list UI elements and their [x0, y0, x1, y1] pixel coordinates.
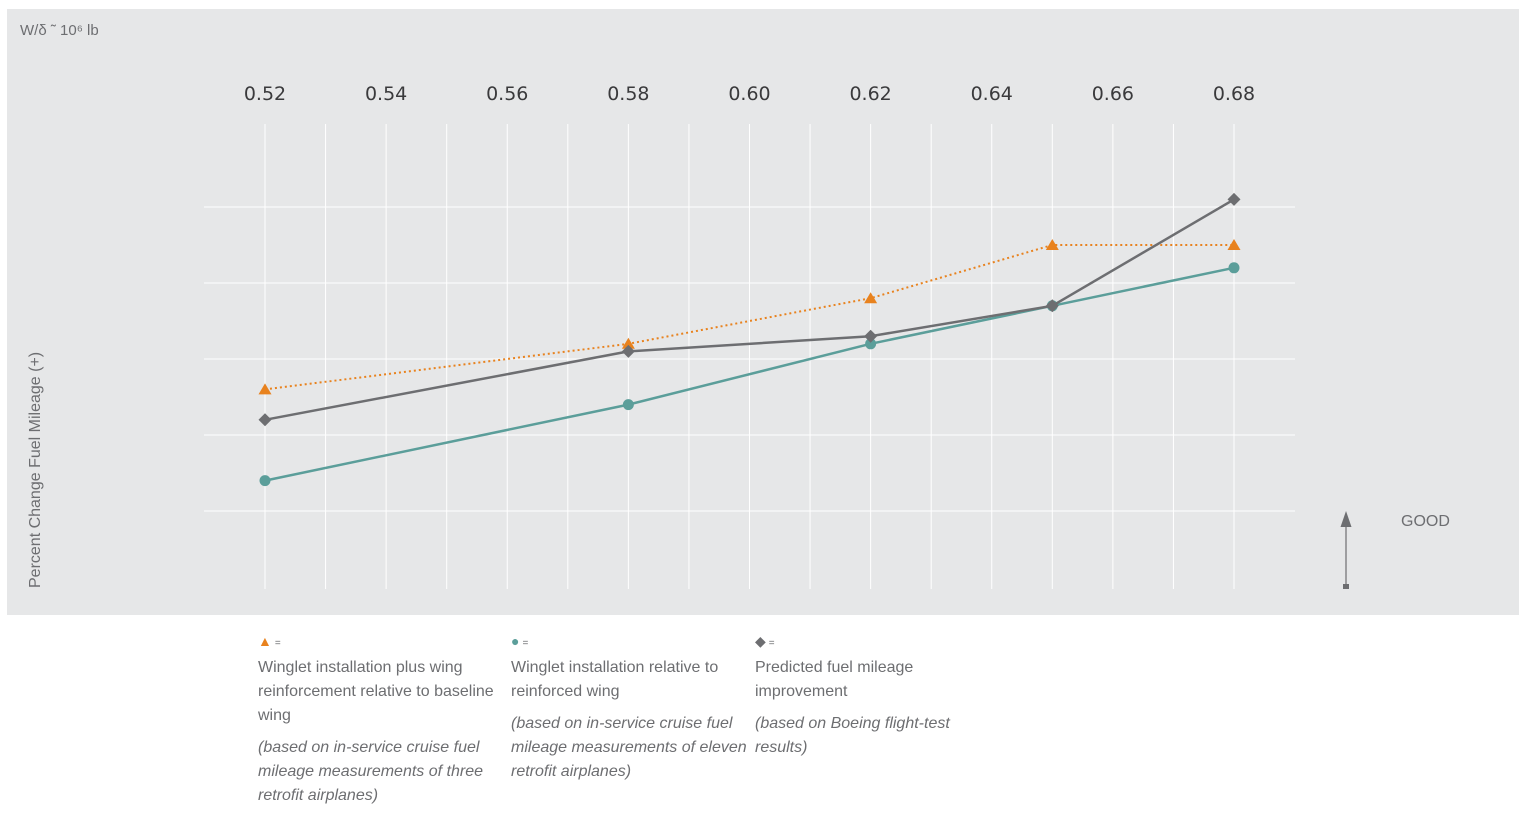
- data-point-triangle: [864, 292, 878, 304]
- good-arrow-base: [1343, 584, 1349, 589]
- chart-panel: 0.52 0.54 0.56 0.58 0.60 0.62 0.64 0.66 0.68 W/δ…: [7, 9, 1519, 615]
- x-tick-label: 0.52: [244, 83, 286, 105]
- data-point-triangle: [621, 337, 635, 349]
- data-point-diamond: [1045, 299, 1059, 313]
- circle-icon: ●: [511, 633, 520, 649]
- legend-note-1: (based on in-service cruise fuel mileage…: [258, 739, 483, 804]
- series-triangle: [258, 239, 1241, 395]
- good-arrow-head: [1340, 511, 1352, 527]
- x-tick-labels: 0.52 0.54 0.56 0.58 0.60 0.62 0.64 0.66 0.68: [244, 83, 1255, 105]
- data-point-triangle: [1227, 239, 1241, 250]
- x-axis-label: W/δ ˜ 10⁶ lb: [20, 22, 99, 39]
- good-label: GOOD: [1401, 513, 1450, 530]
- data-point-circle: [622, 399, 634, 411]
- x-tick-label: 0.64: [971, 83, 1013, 105]
- legend-note-3: (based on Boeing flight-test results): [755, 715, 950, 756]
- data-point-diamond: [258, 413, 272, 427]
- data-point-diamond: [864, 329, 878, 343]
- legend-item-2: ● = Winglet installation relative to rein…: [511, 632, 751, 784]
- legend-description-3: Predicted fuel mileage improvement: [755, 659, 914, 700]
- x-tick-label: 0.56: [486, 83, 528, 105]
- legend-equals-2: =: [522, 638, 529, 649]
- legend-note-2: (based on in-service cruise fuel mileage…: [511, 715, 747, 780]
- data-point-triangle: [258, 383, 272, 395]
- good-indicator: GOOD: [1340, 511, 1450, 589]
- x-tick-label: 0.58: [607, 83, 649, 105]
- data-point-circle: [865, 338, 877, 350]
- data-point-diamond: [621, 344, 635, 358]
- legend-item-3: ◆ = Predicted fuel mileage improvement (b…: [755, 632, 955, 760]
- chart-canvas: 0.52 0.54 0.56 0.58 0.60 0.62 0.64 0.66 0.68 W/δ…: [20, 22, 1450, 589]
- x-tick-label: 0.62: [849, 83, 891, 105]
- data-point-diamond: [1227, 192, 1241, 206]
- legend-symbol-3: ◆ =: [755, 632, 955, 653]
- x-tick-label: 0.54: [365, 83, 407, 105]
- data-point-circle: [1228, 262, 1240, 274]
- y-axis-label: Percent Change Fuel Mileage (+): [27, 352, 44, 588]
- series-diamond: [258, 192, 1241, 427]
- x-tick-label: 0.68: [1213, 83, 1255, 105]
- legend-symbol-1: ▲ =: [258, 632, 498, 653]
- data-point-circle: [259, 475, 271, 487]
- legend-item-1: ▲ = Winglet installation plus wing reinfo…: [258, 632, 498, 808]
- triangle-icon: ▲: [258, 633, 272, 649]
- diamond-icon: ◆: [755, 633, 766, 649]
- x-tick-label: 0.66: [1092, 83, 1134, 105]
- legend-equals-3: =: [768, 638, 775, 649]
- legend-symbol-2: ● =: [511, 632, 751, 653]
- data-point-triangle: [1045, 239, 1059, 250]
- legend-description-1: Winglet installation plus wing reinforce…: [258, 659, 494, 724]
- series-layer: [258, 192, 1241, 487]
- legend-description-2: Winglet installation relative to reinfor…: [511, 659, 719, 700]
- vertical-grid: [264, 124, 1235, 589]
- x-tick-label: 0.60: [728, 83, 770, 105]
- legend-equals-1: =: [274, 638, 281, 649]
